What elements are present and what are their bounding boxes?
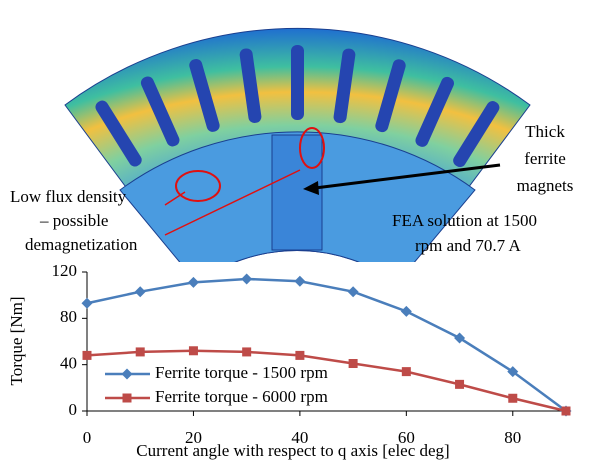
marker [348, 359, 358, 369]
y-tick-label: 120 [52, 261, 78, 280]
arrow-head [303, 181, 319, 195]
highlight [299, 127, 325, 169]
annotation: FEA solution at 1500 [392, 211, 537, 230]
marker [455, 379, 465, 389]
annotation: demagnetization [25, 235, 138, 254]
annotation: Low flux density [10, 187, 127, 206]
marker [400, 305, 412, 317]
marker [81, 297, 93, 309]
marker [187, 276, 199, 288]
x-tick-label: 0 [83, 428, 92, 447]
legend-label: Ferrite torque - 1500 rpm [155, 363, 328, 382]
marker [347, 286, 359, 298]
highlight [175, 170, 221, 202]
marker [508, 393, 518, 403]
marker [507, 366, 519, 378]
marker [134, 286, 146, 298]
legend-label: Ferrite torque - 6000 rpm [155, 387, 328, 406]
marker [188, 346, 198, 356]
x-tick-label: 60 [398, 428, 415, 447]
marker [294, 275, 306, 287]
marker [82, 350, 92, 360]
x-axis-title: Current angle with respect to q axis [el… [136, 441, 449, 460]
fea-image [64, 27, 531, 262]
slots [95, 45, 500, 168]
annotation: ferrite [524, 149, 566, 168]
marker [241, 273, 253, 285]
marker [454, 332, 466, 344]
y-axis-title: Torque [Nm] [7, 297, 26, 386]
marker [121, 368, 133, 380]
y-tick-label: 40 [60, 354, 77, 373]
annotation: Thick [525, 122, 565, 141]
x-tick-label: 80 [504, 428, 521, 447]
annotation: magnets [517, 176, 574, 195]
pointer [164, 169, 301, 236]
marker [242, 347, 252, 357]
x-tick-label: 40 [291, 428, 308, 447]
annotation: rpm and 70.7 A [415, 236, 521, 255]
x-tick-label: 20 [185, 428, 202, 447]
arrow [314, 163, 501, 190]
marker [561, 406, 571, 416]
marker [122, 393, 132, 403]
marker [295, 350, 305, 360]
series-line [86, 277, 567, 413]
annotation: – possible [39, 211, 108, 230]
y-tick-label: 80 [60, 307, 77, 326]
marker [135, 347, 145, 357]
marker [401, 367, 411, 377]
pointer [164, 191, 186, 206]
series-line [86, 349, 567, 413]
y-tick-label: 0 [69, 400, 78, 419]
